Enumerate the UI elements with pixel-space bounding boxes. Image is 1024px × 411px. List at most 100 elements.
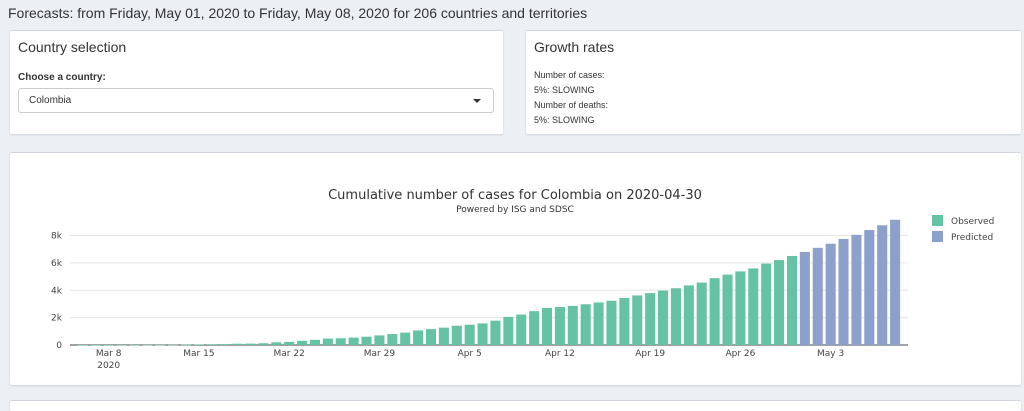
observed-bar[interactable] bbox=[593, 302, 604, 345]
legend-label-predicted[interactable]: Predicted bbox=[951, 233, 993, 243]
x-tick-label: Apr 26 bbox=[725, 349, 755, 359]
observed-bar[interactable] bbox=[348, 337, 359, 345]
observed-bar[interactable] bbox=[90, 344, 101, 346]
observed-bar[interactable] bbox=[464, 324, 475, 345]
deaths-label: Number of deaths: bbox=[534, 100, 609, 110]
chart-panel: Cumulative number of cases for Colombia … bbox=[10, 152, 1021, 385]
predicted-bar[interactable] bbox=[799, 251, 810, 345]
y-tick-label: 6k bbox=[51, 259, 63, 269]
predicted-bar[interactable] bbox=[812, 247, 823, 345]
observed-bar[interactable] bbox=[129, 344, 140, 346]
observed-bar[interactable] bbox=[245, 343, 256, 345]
predicted-bar[interactable] bbox=[851, 234, 862, 345]
observed-bar[interactable] bbox=[438, 327, 449, 345]
observed-bar[interactable] bbox=[335, 338, 346, 345]
observed-bar[interactable] bbox=[387, 334, 398, 345]
observed-bar[interactable] bbox=[297, 340, 308, 345]
observed-bar[interactable] bbox=[722, 274, 733, 345]
observed-bar[interactable] bbox=[116, 344, 127, 346]
observed-bar[interactable] bbox=[761, 263, 772, 345]
observed-bar[interactable] bbox=[606, 300, 617, 345]
chevron-down-icon[interactable] bbox=[473, 99, 481, 103]
x-tick-label: Mar 15 bbox=[183, 349, 214, 359]
chart-title: Cumulative number of cases for Colombia … bbox=[328, 188, 702, 203]
observed-bar[interactable] bbox=[503, 316, 514, 345]
observed-bar[interactable] bbox=[516, 314, 527, 345]
observed-bar[interactable] bbox=[77, 344, 88, 346]
bottom-panel bbox=[10, 400, 1021, 411]
observed-bar[interactable] bbox=[168, 344, 179, 346]
legend-swatch-predicted[interactable] bbox=[932, 231, 943, 242]
observed-bar[interactable] bbox=[658, 290, 669, 345]
observed-bar[interactable] bbox=[142, 344, 153, 346]
choose-country-label: Choose a country: bbox=[18, 72, 106, 83]
observed-bar[interactable] bbox=[400, 332, 411, 345]
cases-label: Number of cases: bbox=[534, 70, 605, 80]
deaths-rate: 5%: SLOWING bbox=[534, 115, 595, 125]
observed-bar[interactable] bbox=[735, 271, 746, 345]
growth-rates-title: Growth rates bbox=[534, 39, 615, 55]
observed-bar[interactable] bbox=[258, 343, 269, 345]
country-selection-title: Country selection bbox=[18, 39, 127, 55]
observed-bar[interactable] bbox=[103, 344, 114, 346]
observed-bar[interactable] bbox=[361, 336, 372, 345]
observed-bar[interactable] bbox=[645, 293, 656, 345]
observed-bar[interactable] bbox=[670, 288, 681, 345]
observed-bar[interactable] bbox=[206, 344, 217, 345]
observed-bar[interactable] bbox=[413, 330, 424, 345]
x-tick-label: May 3 bbox=[817, 349, 844, 359]
x-tick-label: Apr 5 bbox=[458, 349, 482, 359]
observed-bar[interactable] bbox=[193, 344, 204, 345]
x-tick-label: Apr 12 bbox=[545, 349, 575, 359]
country-select[interactable]: Colombia bbox=[18, 88, 494, 113]
observed-bar[interactable] bbox=[451, 325, 462, 345]
predicted-bar[interactable] bbox=[825, 243, 836, 345]
observed-bar[interactable] bbox=[774, 260, 785, 345]
predicted-bar[interactable] bbox=[890, 219, 901, 345]
observed-bar[interactable] bbox=[232, 343, 243, 345]
observed-bar[interactable] bbox=[322, 338, 333, 345]
chart-subtitle: Powered by ISG and SDSC bbox=[456, 205, 574, 215]
x-tick-label: Apr 19 bbox=[635, 349, 665, 359]
y-tick-label: 0 bbox=[56, 341, 62, 351]
y-tick-label: 4k bbox=[51, 286, 63, 296]
observed-bar[interactable] bbox=[219, 344, 230, 345]
legend-swatch-observed[interactable] bbox=[932, 215, 943, 226]
observed-bar[interactable] bbox=[683, 285, 694, 345]
observed-bar[interactable] bbox=[541, 307, 553, 345]
x-tick-label: Mar 8 bbox=[96, 349, 122, 359]
observed-bar[interactable] bbox=[696, 282, 707, 345]
x-tick-year-label: 2020 bbox=[97, 361, 120, 371]
observed-bar[interactable] bbox=[580, 304, 591, 345]
legend-label-observed[interactable]: Observed bbox=[951, 217, 994, 227]
observed-bar[interactable] bbox=[374, 335, 385, 345]
predicted-bar[interactable] bbox=[877, 225, 888, 345]
observed-bar[interactable] bbox=[271, 342, 282, 345]
predicted-bar[interactable] bbox=[864, 230, 875, 345]
x-tick-label: Mar 29 bbox=[364, 349, 396, 359]
observed-bar[interactable] bbox=[619, 297, 630, 345]
observed-bar[interactable] bbox=[181, 344, 192, 346]
observed-bar[interactable] bbox=[490, 320, 501, 345]
observed-bar[interactable] bbox=[786, 255, 797, 345]
observed-bar[interactable] bbox=[709, 278, 720, 345]
observed-bar[interactable] bbox=[554, 307, 565, 345]
observed-bar[interactable] bbox=[425, 329, 437, 345]
observed-bar[interactable] bbox=[567, 305, 578, 345]
y-tick-label: 2k bbox=[51, 314, 63, 324]
predicted-bar[interactable] bbox=[838, 238, 849, 345]
cases-chart: Cumulative number of cases for Colombia … bbox=[51, 188, 994, 371]
observed-bar[interactable] bbox=[309, 339, 320, 345]
country-selection-panel: Country selection Choose a country: Colo… bbox=[10, 30, 503, 134]
observed-bar[interactable] bbox=[529, 311, 540, 345]
observed-bar[interactable] bbox=[155, 344, 166, 346]
forecast-header: Forecasts: from Friday, May 01, 2020 to … bbox=[8, 5, 588, 21]
growth-rates-panel: Growth rates Number of cases: 5%: SLOWIN… bbox=[526, 30, 1021, 134]
observed-bar[interactable] bbox=[748, 268, 759, 345]
y-tick-label: 8k bbox=[51, 232, 63, 242]
observed-bar[interactable] bbox=[284, 341, 295, 345]
observed-bar[interactable] bbox=[632, 295, 643, 345]
observed-bar[interactable] bbox=[477, 323, 488, 345]
country-select-value: Colombia bbox=[29, 95, 72, 106]
x-tick-label: Mar 22 bbox=[274, 349, 305, 359]
